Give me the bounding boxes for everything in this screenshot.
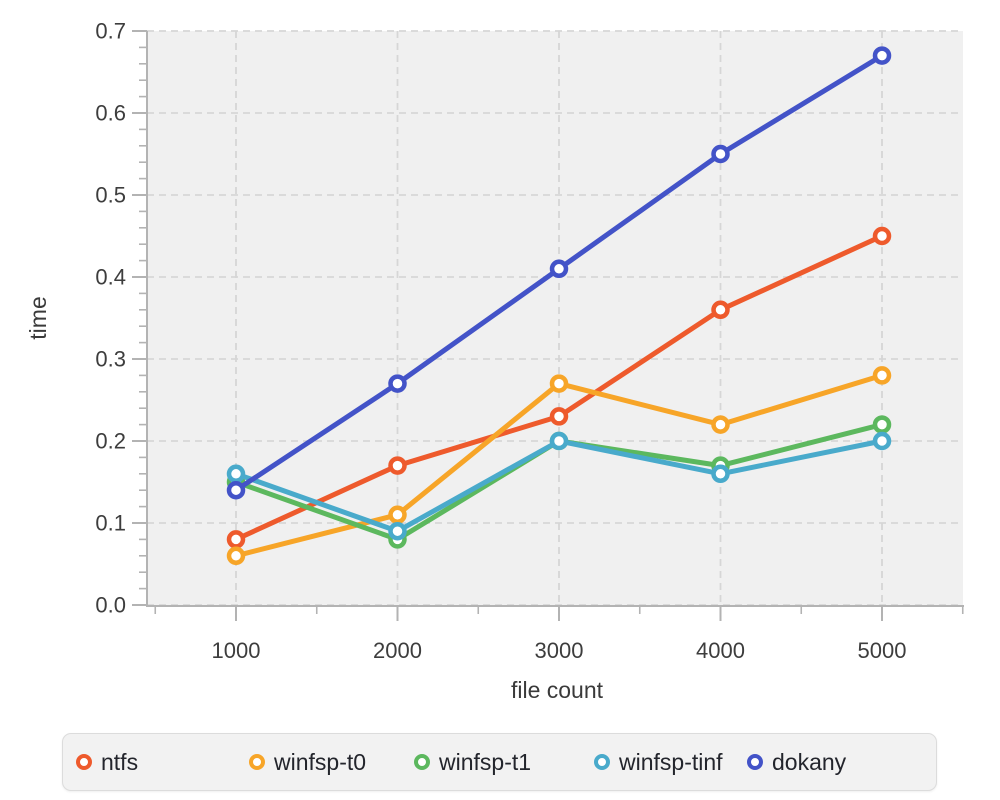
- y-tick-label: 0.2: [95, 429, 126, 454]
- legend-marker-winfsp-t1: [414, 754, 430, 770]
- legend-item-dokany: dokany: [747, 748, 847, 775]
- chart-svg: 0.0 0.1 0.2 0.3 0.4 0.5 0.6 0.7 1000 2000 3000 4000…: [25, 19, 964, 703]
- marker-winfsp-t0-5000: [872, 366, 892, 385]
- marker-dokany-3000: [549, 259, 569, 279]
- y-tick-label: 0.1: [95, 511, 126, 536]
- legend-item-winfsp-t1: winfsp-t1: [414, 748, 594, 775]
- legend-label-dokany: dokany: [772, 748, 847, 775]
- legend-label-winfsp-t1: winfsp-t1: [439, 748, 532, 775]
- x-tick-label: 1000: [212, 638, 261, 663]
- y-axis-title: time: [25, 296, 51, 339]
- x-tick-label: 3000: [535, 638, 584, 663]
- legend-marker-winfsp-t0: [249, 754, 265, 770]
- marker-ntfs-4000: [711, 300, 730, 320]
- marker-winfsp-t0-3000: [549, 374, 569, 393]
- x-tick-label: 4000: [696, 638, 745, 663]
- x-axis-title: file count: [511, 677, 604, 703]
- marker-winfsp-tinf-5000: [872, 431, 892, 451]
- marker-winfsp-tinf-4000: [711, 464, 730, 484]
- marker-winfsp-tinf-2000: [388, 521, 407, 541]
- marker-dokany-1000: [226, 480, 246, 500]
- legend-item-ntfs: ntfs: [76, 748, 249, 775]
- y-tick-label: 0.4: [95, 265, 126, 290]
- marker-dokany-4000: [711, 144, 730, 164]
- marker-winfsp-t0-1000: [226, 546, 246, 566]
- marker-ntfs-2000: [388, 456, 407, 475]
- y-tick-label: 0.7: [95, 19, 126, 44]
- marker-ntfs-1000: [226, 530, 246, 549]
- marker-dokany-2000: [388, 374, 407, 393]
- y-tick-label: 0.0: [95, 593, 126, 618]
- legend-label-winfsp-t0: winfsp-t0: [274, 748, 367, 775]
- marker-winfsp-t0-4000: [711, 415, 730, 434]
- chart-canvas: 0.0 0.1 0.2 0.3 0.4 0.5 0.6 0.7 1000 2000 3000 4000…: [95, 19, 964, 663]
- marker-ntfs-5000: [872, 226, 892, 246]
- y-tick-label: 0.6: [95, 101, 126, 126]
- y-tick-label: 0.5: [95, 183, 126, 208]
- legend: ntfs winfsp-t0 winfsp-t1 winfsp-tinf dokany: [62, 733, 937, 791]
- marker-winfsp-t1-5000: [872, 415, 892, 434]
- legend-item-winfsp-t0: winfsp-t0: [249, 748, 414, 775]
- legend-label-ntfs: ntfs: [101, 748, 139, 775]
- marker-winfsp-t0-2000: [388, 505, 407, 525]
- marker-dokany-5000: [872, 46, 892, 65]
- legend-label-winfsp-tinf: winfsp-tinf: [619, 748, 723, 775]
- plot-area: [147, 31, 963, 606]
- x-tick-label: 5000: [858, 638, 907, 663]
- legend-marker-dokany: [747, 754, 763, 770]
- marker-ntfs-3000: [549, 407, 569, 426]
- legend-marker-winfsp-tinf: [594, 754, 610, 770]
- legend-item-winfsp-tinf: winfsp-tinf: [594, 748, 747, 775]
- x-tick-label: 2000: [373, 638, 422, 663]
- marker-winfsp-tinf-1000: [226, 464, 246, 484]
- legend-marker-ntfs: [76, 754, 92, 770]
- y-tick-label: 0.3: [95, 347, 126, 372]
- marker-winfsp-tinf-3000: [549, 431, 569, 451]
